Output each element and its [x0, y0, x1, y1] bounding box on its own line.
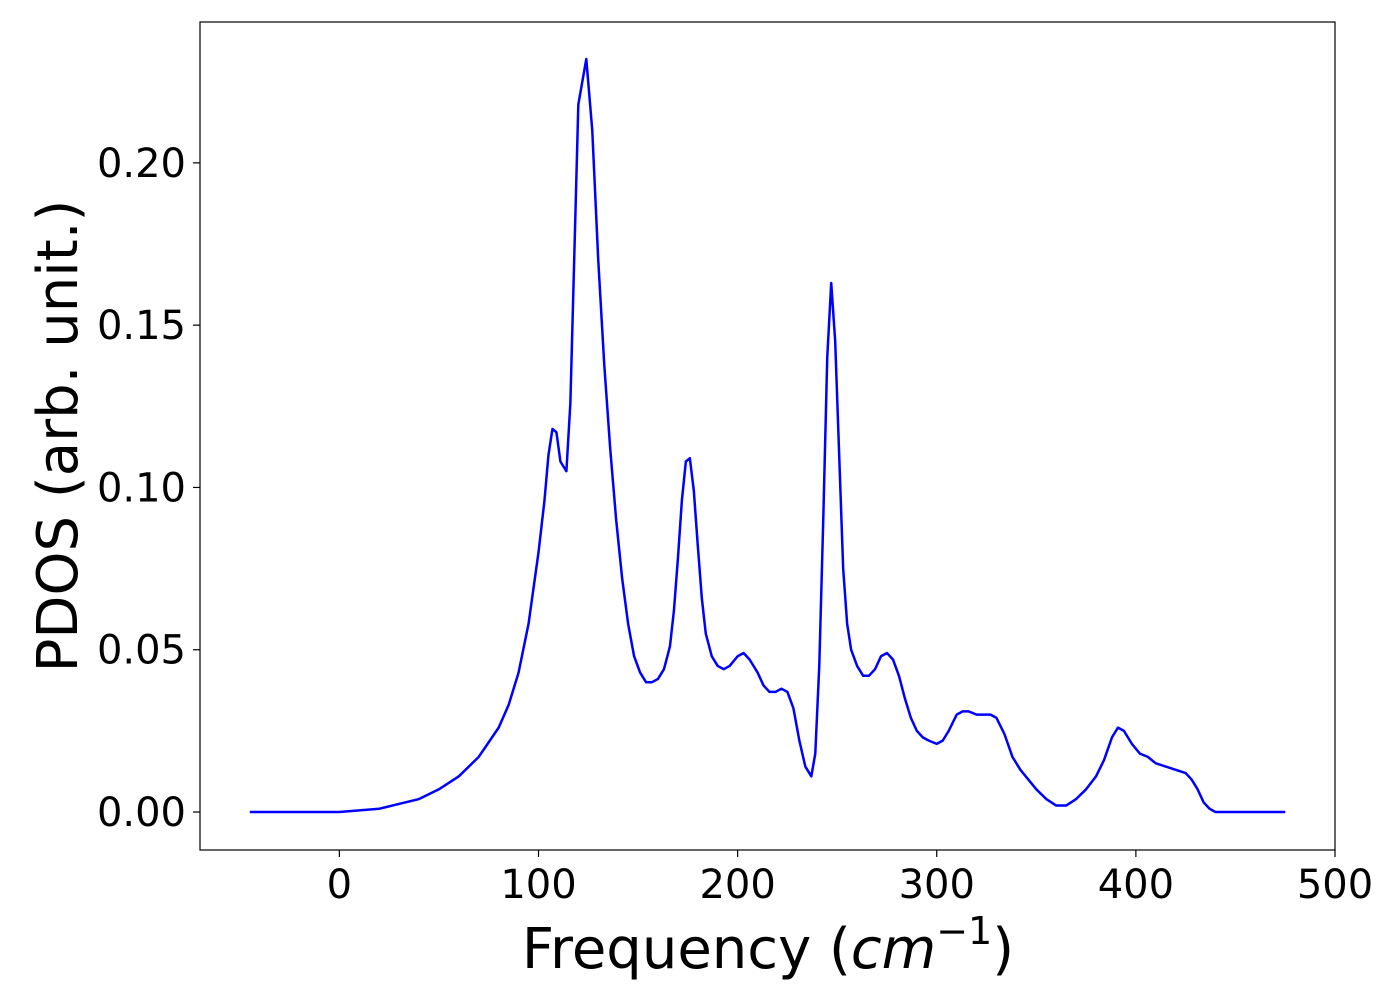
x-tick-label: 300: [899, 862, 975, 908]
y-tick-label: 0.10: [97, 465, 186, 511]
y-tick-label: 0.00: [97, 790, 186, 836]
x-label-text: Frequency (: [522, 917, 851, 982]
y-tick-label: 0.15: [97, 303, 186, 349]
x-axis-label: Frequency (cm−1): [522, 909, 1014, 982]
y-tick-label: 0.05: [97, 628, 186, 674]
x-label-exponent: −1: [936, 909, 992, 953]
x-tick-label: 100: [500, 862, 576, 908]
x-label-close: ): [992, 917, 1014, 982]
y-tick-label: 0.20: [97, 141, 186, 187]
x-tick-label: 200: [699, 862, 775, 908]
x-label-unit: cm: [851, 917, 936, 982]
x-tick-label: 500: [1297, 862, 1373, 908]
y-axis-label: PDOS (arb. unit.): [26, 200, 91, 673]
x-tick-label: 0: [327, 862, 352, 908]
x-tick-label: 400: [1098, 862, 1174, 908]
data-line: [249, 57, 1286, 814]
plot-frame: [199, 21, 1336, 851]
